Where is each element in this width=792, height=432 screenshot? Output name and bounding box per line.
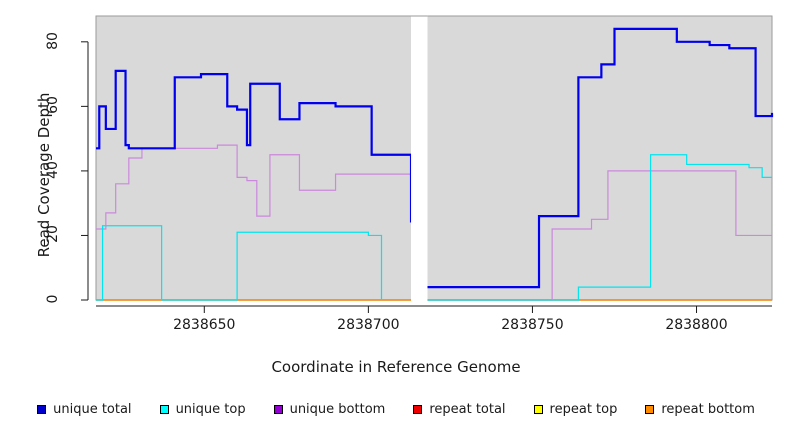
x-tick-label: 2838700 — [337, 317, 400, 333]
legend-swatch-icon — [273, 404, 283, 414]
legend-swatch-icon — [159, 404, 169, 414]
legend-item: repeat top — [533, 401, 618, 417]
gap-mask — [411, 13, 428, 303]
y-tick-label: 40 — [45, 161, 61, 179]
x-tick-label: 2838750 — [501, 317, 564, 333]
legend-label: repeat total — [429, 401, 506, 417]
y-tick-label: 80 — [45, 31, 61, 50]
series-line — [427, 27, 774, 289]
legend-label: unique top — [175, 401, 246, 417]
x-axis-title: Coordinate in Reference Genome — [271, 358, 521, 376]
series-line — [96, 225, 383, 301]
chart-legend: unique total unique top unique bottom repea… — [0, 398, 792, 420]
y-tick-label: 0 — [45, 294, 61, 304]
series-line — [96, 69, 413, 223]
legend-label: unique total — [53, 401, 132, 417]
legend-swatch-icon — [37, 404, 47, 414]
legend-swatch-icon — [645, 404, 655, 414]
legend-swatch-icon — [413, 404, 423, 414]
legend-label: repeat bottom — [661, 401, 755, 417]
plot-background — [96, 16, 772, 300]
legend-label: unique bottom — [289, 401, 386, 417]
y-tick-label: 20 — [45, 225, 61, 244]
series-line — [96, 144, 412, 230]
series-line — [427, 154, 772, 301]
legend-label: repeat top — [549, 401, 618, 417]
x-tick-label: 2838650 — [173, 317, 236, 333]
legend-item: repeat total — [413, 401, 506, 417]
legend-item: unique total — [37, 401, 132, 417]
legend-item: repeat bottom — [645, 402, 755, 417]
x-tick-label: 2838800 — [665, 317, 728, 333]
y-tick-label: 60 — [45, 96, 61, 115]
legend-swatch-icon — [533, 404, 543, 414]
legend-item: unique top — [159, 401, 246, 417]
legend-item: unique bottom — [273, 401, 386, 417]
